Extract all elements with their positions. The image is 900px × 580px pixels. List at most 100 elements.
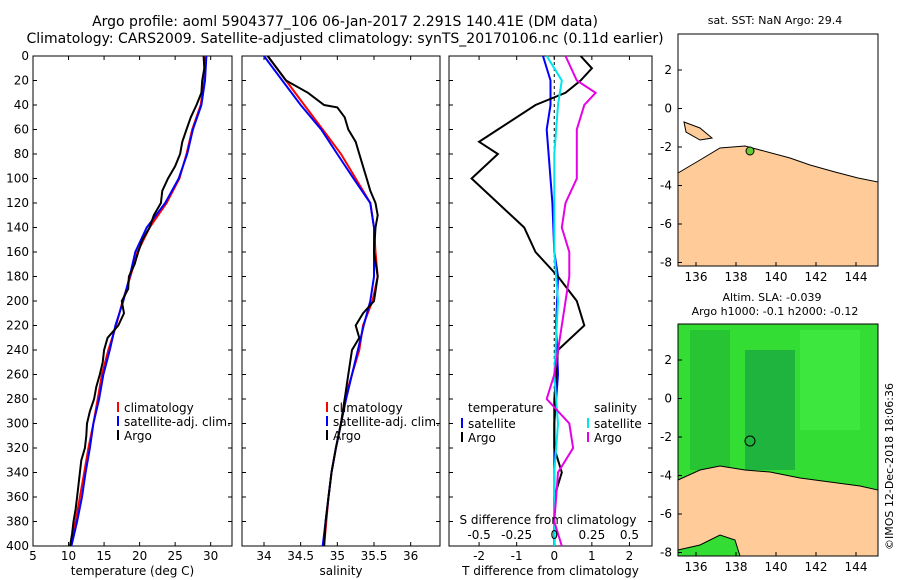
temperature-frame	[32, 55, 233, 547]
temperature-xtick-label: 20	[132, 549, 147, 563]
map-xtick-label: 144	[845, 270, 868, 284]
sla-map-axes: 136 138 140 142 144 2 0 -2 -4 -6 -8	[660, 353, 867, 574]
map-xtick-label: 140	[765, 560, 788, 574]
legend-temperature-title: temperature	[468, 401, 543, 415]
s-diff-tick-label: 0	[550, 528, 558, 542]
depth-tick-label: 240	[6, 343, 29, 357]
salinity-xtick-label: 35.5	[361, 549, 388, 563]
depth-tick-label: 0	[21, 49, 29, 63]
sst-map-axes: 136 138 140 142 144 2 0 -2 -4 -6 -8	[660, 63, 867, 284]
map-ytick-label: -4	[660, 179, 672, 193]
depth-tick-label: 160	[6, 245, 29, 259]
legend-label: climatology	[333, 401, 403, 415]
salinity-panel: 34 34.5 35 35.5 36 salinity climatologysatelli…	[241, 55, 441, 578]
legend-label: satellite	[594, 417, 642, 431]
s-diff-tick-label: -0.25	[501, 528, 532, 542]
difference-xtick-label: 1	[588, 549, 596, 563]
depth-tick-label: 100	[6, 172, 29, 186]
temperature-xtick-label: 30	[203, 549, 218, 563]
sst-map-title: sat. SST: NaN Argo: 29.4	[708, 14, 842, 27]
depth-tick-label: 40	[14, 98, 29, 112]
map-ytick-label: -2	[660, 430, 672, 444]
title-line2: Climatology: CARS2009. Satellite-adjuste…	[26, 31, 663, 47]
map-xtick-label: 144	[845, 560, 868, 574]
salinity-frame	[241, 55, 441, 547]
difference-xtick-label: -2	[473, 549, 485, 563]
depth-tick-label: 280	[6, 392, 29, 406]
series-argo	[69, 55, 206, 547]
sla-land-new-guinea	[677, 465, 879, 557]
depth-tick-label: 380	[6, 515, 29, 529]
sla-map-title1: Altim. SLA: -0.039	[722, 291, 821, 304]
depth-tick-label: 320	[6, 441, 29, 455]
sla-field-light	[800, 330, 860, 430]
temperature-xtick-label: 5	[29, 549, 37, 563]
map-ytick-label: -8	[660, 256, 672, 270]
temperature-panel: 0 20 40 60 80 100 120 140 160 180 200 220 240 260 280 3…	[6, 49, 233, 578]
series-temperature-argo	[470, 55, 594, 546]
s-diff-tick-label: -0.5	[467, 528, 490, 542]
difference-panel: -2 -1 0 1 2T difference from climatology temp…	[448, 55, 653, 578]
depth-tick-label: 120	[6, 196, 29, 210]
difference-frame	[448, 55, 653, 547]
legend-label: satellite-adj. clim.	[124, 415, 231, 429]
series-salinity-argo	[545, 55, 598, 547]
sst-map	[677, 33, 879, 267]
sst-argo-marker	[745, 146, 755, 156]
legend-label: satellite-adj. clim.	[333, 415, 440, 429]
depth-tick-label: 260	[6, 368, 29, 382]
depth-tick-label: 360	[6, 490, 29, 504]
map-ytick-label: -4	[660, 469, 672, 483]
map-ytick-label: -2	[660, 140, 672, 154]
series-salinity-satellite	[545, 55, 563, 546]
series-satellite-adj-clim-	[70, 55, 208, 547]
map-ytick-label: 0	[664, 392, 672, 406]
salinity-xlabel: salinity	[319, 564, 362, 578]
legend-label: climatology	[124, 401, 194, 415]
map-ytick-label: -8	[660, 546, 672, 560]
s-diff-tick-label: 0.5	[620, 528, 639, 542]
difference-xtick-label: 2	[626, 549, 634, 563]
sla-map-title2: Argo h1000: -0.1 h2000: -0.12	[692, 305, 859, 318]
depth-tick-label: 220	[6, 319, 29, 333]
map-xtick-label: 136	[685, 270, 708, 284]
map-ytick-label: 2	[664, 353, 672, 367]
series-argo	[266, 55, 379, 547]
depth-tick-label: 80	[14, 147, 29, 161]
salinity-xtick-label: 34.5	[287, 549, 314, 563]
depth-tick-label: 340	[6, 466, 29, 480]
map-xtick-label: 138	[725, 560, 748, 574]
temperature-xtick-label: 25	[168, 549, 183, 563]
depth-tick-label: 20	[14, 74, 29, 88]
map-xtick-label: 142	[805, 560, 828, 574]
map-xtick-label: 136	[685, 560, 708, 574]
map-xtick-label: 140	[765, 270, 788, 284]
sla-field-dark2	[745, 350, 795, 470]
map-ytick-label: -6	[660, 507, 672, 521]
difference-xtick-label: -1	[511, 549, 523, 563]
temperature-xlabel: temperature (deg C)	[71, 564, 194, 578]
sla-map	[677, 323, 879, 557]
map-xtick-label: 138	[725, 270, 748, 284]
map-ytick-label: -6	[660, 217, 672, 231]
depth-tick-label: 300	[6, 417, 29, 431]
legend-label: Argo	[468, 431, 496, 445]
sst-land-new-guinea	[677, 145, 879, 267]
map-ytick-label: 2	[664, 63, 672, 77]
temperature-xtick-label: 15	[96, 549, 111, 563]
depth-tick-label: 60	[14, 123, 29, 137]
sla-field-dark1	[690, 330, 730, 470]
temperature-xtick-label: 10	[61, 549, 76, 563]
depth-tick-label: 400	[6, 539, 29, 553]
depth-tick-label: 180	[6, 270, 29, 284]
title-line1: Argo profile: aoml 5904377_106 06-Jan-20…	[92, 14, 598, 30]
legend-label: satellite	[468, 417, 516, 431]
map-xtick-label: 142	[805, 270, 828, 284]
sla-argo-marker	[744, 435, 756, 447]
s-diff-tick-label: 0.25	[578, 528, 605, 542]
legend-label: Argo	[333, 429, 361, 443]
depth-tick-label: 140	[6, 221, 29, 235]
imos-credit: ©IMOS 12-Dec-2018 18:06:36	[883, 383, 896, 550]
salinity-xtick-label: 34	[256, 549, 271, 563]
